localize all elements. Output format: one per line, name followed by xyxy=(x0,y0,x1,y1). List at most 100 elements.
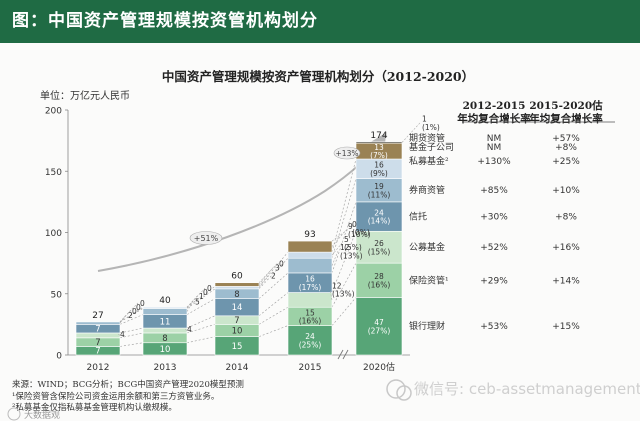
label-leader-line xyxy=(117,333,121,336)
cagr-column-header: 2015-2020估年均复合增长率 xyxy=(529,99,603,125)
cagr-2012-2015-value: +30% xyxy=(480,213,508,223)
cagr-2012-2015-value: +52% xyxy=(480,243,508,253)
axis-break-mark xyxy=(337,349,349,360)
y-tick-label: 50 xyxy=(51,290,63,300)
bar-total-label: 40 xyxy=(159,296,171,306)
watermark-left-text: 大数据观 xyxy=(24,409,60,421)
connector-line xyxy=(186,298,216,315)
segment-value-label: 16 (17%) xyxy=(299,275,322,292)
label-leader-line xyxy=(331,242,343,256)
connector-line xyxy=(331,231,357,293)
connector-line xyxy=(331,262,357,308)
cagr-2015-2020-value: +15% xyxy=(552,322,580,332)
segment-value-label: 15 (16%) xyxy=(299,308,322,325)
segment-value-label: 8 xyxy=(234,290,239,300)
connector-line xyxy=(258,258,289,290)
segment-value-label: 10 xyxy=(232,327,243,337)
bar-segment-6 xyxy=(214,286,260,290)
connector-line xyxy=(331,201,357,274)
segment-value-label: 10 xyxy=(160,345,171,355)
bar-total-label: 27 xyxy=(92,311,103,321)
segment-value-label: 19 (11%) xyxy=(368,182,391,199)
cagr-2012-2015-value: +53% xyxy=(480,322,508,332)
watermark-logo-icon xyxy=(7,407,21,421)
segment-value-label: 26 (15%) xyxy=(368,239,391,256)
segment-value-label: 12 (13%) xyxy=(340,243,363,260)
label-leader-line xyxy=(184,328,188,331)
cagr-2015-2020-value: +57% xyxy=(552,134,580,144)
watermark-right-text: 微信号: ceb-assetmanagement xyxy=(414,380,640,398)
bar-segment-3 xyxy=(142,327,188,334)
cagr-2012-2015-value: +29% xyxy=(480,276,508,286)
bar-total-label: 60 xyxy=(231,272,243,282)
bar-segment-5 xyxy=(287,257,333,274)
bar-total-label: 174 xyxy=(370,131,387,141)
label-leader-line xyxy=(258,263,278,283)
legend-series-name: 私募基金² xyxy=(409,155,449,167)
connector-line xyxy=(186,315,216,329)
segment-value-label: 5 xyxy=(195,297,200,306)
connector-line xyxy=(119,342,144,347)
connector-lines xyxy=(119,158,357,347)
y-tick-label: 150 xyxy=(45,168,62,178)
cagr-bubble-2015-2020: +13% xyxy=(333,146,361,160)
legend-series-name: 银行理财 xyxy=(409,320,445,332)
label-leader-line xyxy=(258,275,270,288)
segment-value-label: 12 (13%) xyxy=(332,281,355,298)
page-title: 图：中国资产管理规模按资管机构划分 xyxy=(0,0,640,43)
segment-value-label: 28 (16%) xyxy=(368,272,391,289)
cagr-2012-2015-value: NM xyxy=(487,143,502,153)
label-leader-line xyxy=(401,122,421,143)
connector-line xyxy=(258,251,289,287)
segment-value-label: 16 (9%) xyxy=(370,161,388,178)
segment-value-label: 14 xyxy=(232,303,243,313)
label-leader-line xyxy=(186,301,194,312)
cagr-bubble-text: +13% xyxy=(336,149,359,158)
wechat-icon-bubble xyxy=(396,385,412,401)
cagr-annotations: +51% +13% xyxy=(189,146,361,245)
stacked-bar-chart: 中国资产管理规模按资产管理机构划分（2012-2020） 单位：万亿元人民币 2… xyxy=(7,69,640,421)
footnotes: 来源：WIND；BCG分析；BCG中国资产管理2020模型预测¹保险资管含保险公… xyxy=(12,379,244,413)
cagr-2015-2020-value: +8% xyxy=(555,213,577,223)
legend-series-name: 保险资管¹ xyxy=(409,274,449,286)
y-tick-label: 0 xyxy=(56,352,62,362)
segment-value-label: 0 xyxy=(132,307,137,316)
segment-value-label: 0 xyxy=(140,299,145,308)
bar-segment-6 xyxy=(142,306,188,309)
segment-value-label: 15 xyxy=(232,342,243,352)
segment-value-label: 1 xyxy=(199,292,204,301)
cagr-2015-2020-value: +8% xyxy=(555,143,577,153)
connector-line xyxy=(186,288,216,309)
connector-line xyxy=(331,158,357,253)
label-leader-line xyxy=(331,227,351,242)
x-tick-label: 2020估 xyxy=(363,361,395,373)
bar-segment-7 xyxy=(287,240,333,253)
bar-segment-3 xyxy=(287,292,333,308)
segment-value-label: 3 xyxy=(275,264,280,273)
label-leader-line xyxy=(331,251,339,266)
segment-value-label: 4 xyxy=(120,330,125,339)
segment-value-label: 8 xyxy=(162,334,167,344)
bar-segment-1 xyxy=(287,325,333,356)
segment-value-label: 7 xyxy=(234,316,239,326)
cagr-bubble-text: +51% xyxy=(194,234,219,243)
connector-line xyxy=(119,306,144,323)
segment-value-label: 0 xyxy=(207,284,212,293)
chart-panel: 中国资产管理规模按资产管理机构划分（2012-2020） 单位：万亿元人民币 2… xyxy=(0,43,640,421)
x-tick-label: 2012 xyxy=(87,363,110,373)
y-axis-unit-label: 单位：万亿元人民币 xyxy=(40,89,130,102)
label-leader-line xyxy=(258,267,274,285)
segment-value-label: 11 xyxy=(160,317,171,327)
watermarks: 大数据观 微信号: ceb-assetmanagement xyxy=(7,379,640,421)
y-tick-label: 200 xyxy=(45,107,62,117)
segment-value-label: 24 (14%) xyxy=(368,208,391,225)
legend-series-name: 信托 xyxy=(409,211,427,223)
label-leader-line xyxy=(186,288,206,308)
segment-value-label: 0 xyxy=(203,288,208,297)
cagr-2015-2020-value: +14% xyxy=(552,276,580,286)
legend-series-name: 期货资管 xyxy=(409,132,445,144)
connector-line xyxy=(331,178,357,259)
